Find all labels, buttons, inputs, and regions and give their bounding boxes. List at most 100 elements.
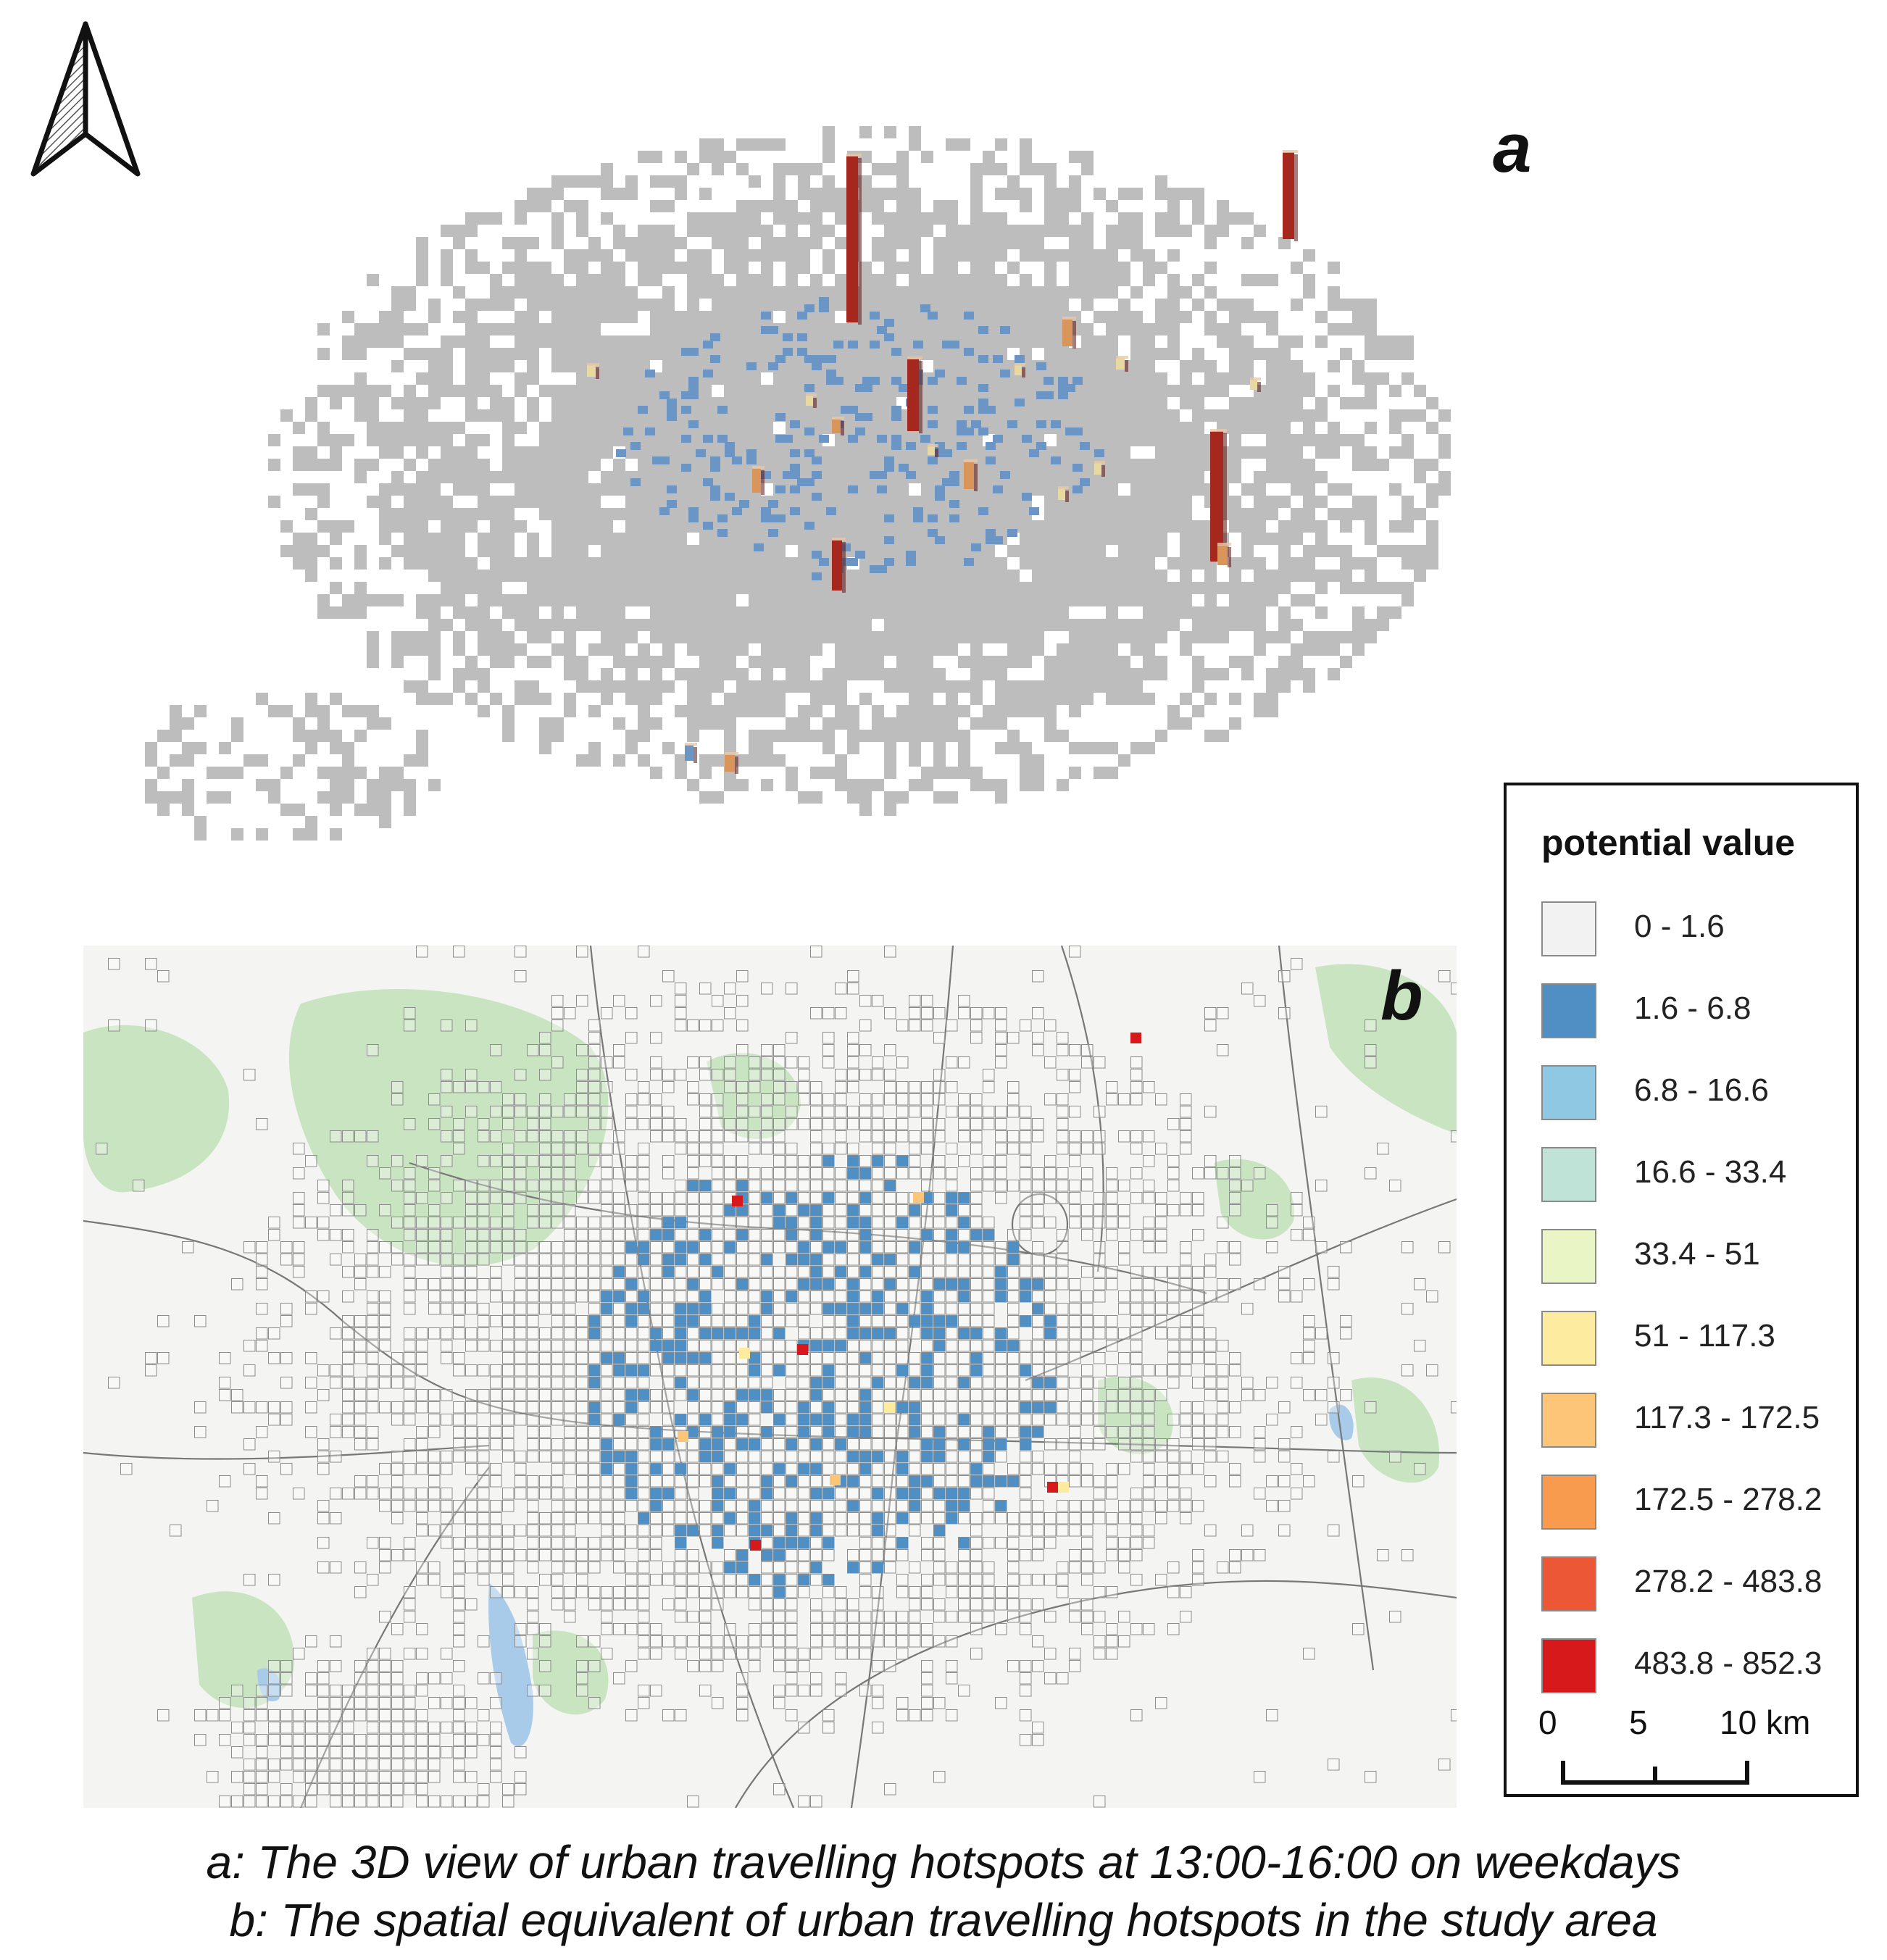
grid-cell: [970, 360, 983, 372]
map-grid-cell: [1155, 1217, 1167, 1229]
grid-cell: [1155, 385, 1167, 397]
grid-cell: [613, 594, 625, 606]
map-grid-cell: [465, 1266, 478, 1278]
grid-cell: [638, 225, 650, 237]
grid-cell: [896, 151, 909, 163]
grid-cell: [724, 286, 736, 299]
grid-cell: [1130, 643, 1143, 656]
grid-cell: [1414, 471, 1426, 483]
grid-cell: [1007, 225, 1020, 237]
grid-cell: [1106, 570, 1118, 582]
grid-cell: [675, 754, 687, 767]
grid-cell: [1241, 594, 1254, 606]
hotspot-cell: [877, 435, 887, 443]
map-grid-cell: [712, 1118, 724, 1130]
grid-cell: [884, 274, 896, 286]
grid-cell: [1204, 606, 1217, 619]
grid-cell: [416, 545, 428, 557]
map-grid-cell: [798, 1056, 810, 1069]
grid-cell: [502, 533, 515, 545]
grid-cell: [588, 533, 601, 545]
map-grid-cell: [576, 1044, 588, 1056]
grid-cell: [761, 422, 773, 434]
grid-cell: [527, 459, 539, 471]
grid-cell: [983, 163, 995, 175]
grid-cell: [859, 594, 872, 606]
grid-cell: [909, 237, 921, 249]
grid-cell: [1081, 409, 1094, 422]
grid-cell: [909, 520, 921, 533]
map-grid-cell: [896, 1106, 909, 1118]
grid-cell: [786, 533, 798, 545]
map-grid-cell: [970, 1167, 983, 1180]
hotspot-cell: [797, 348, 807, 356]
grid-cell: [515, 570, 527, 582]
grid-cell: [1020, 323, 1032, 335]
grid-cell: [1081, 225, 1094, 237]
grid-cell: [256, 693, 268, 705]
grid-cell: [588, 249, 601, 262]
map-grid-cell: [995, 1032, 1007, 1044]
map-grid-cell: [946, 1106, 958, 1118]
grid-cell: [1315, 520, 1328, 533]
map-grid-cell: [1081, 1229, 1094, 1241]
map-grid-cell: [1020, 1204, 1032, 1217]
grid-cell: [1106, 274, 1118, 286]
grid-cell: [773, 545, 786, 557]
grid-cell: [1118, 311, 1130, 323]
grid-cell: [1254, 631, 1266, 643]
map-grid-cell: [1057, 1340, 1069, 1352]
map-grid-cell: [1155, 1364, 1167, 1377]
grid-cell: [1328, 631, 1340, 643]
grid-cell: [1155, 323, 1167, 335]
hotspot-cell: [630, 442, 641, 450]
hotspot-cell: [949, 478, 959, 486]
grid-cell: [404, 631, 416, 643]
grid-cell: [453, 520, 465, 533]
grid-cell: [859, 508, 872, 520]
grid-cell: [453, 631, 465, 643]
map-grid-cell: [1130, 1377, 1143, 1389]
map-grid-cell: [773, 1266, 786, 1278]
map-grid-cell: [465, 1217, 478, 1229]
map-grid-cell: [970, 1019, 983, 1032]
grid-cell: [1180, 717, 1192, 730]
grid-cell: [736, 323, 749, 335]
grid-cell: [1007, 582, 1020, 594]
grid-cell: [884, 545, 896, 557]
map-grid-cell: [625, 1377, 638, 1389]
map-grid-cell: [1007, 1032, 1020, 1044]
grid-cell: [625, 557, 638, 570]
grid-cell: [515, 348, 527, 360]
grid-cell: [1020, 705, 1032, 717]
grid-cell: [1118, 397, 1130, 409]
grid-cell: [539, 483, 551, 496]
grid-cell: [293, 459, 305, 471]
map-grid-cell: [650, 1241, 662, 1254]
map-grid-cell: [601, 1340, 613, 1352]
grid-cell: [761, 619, 773, 631]
grid-cell: [1143, 631, 1155, 643]
grid-cell: [588, 705, 601, 717]
map-grid-cell: [773, 1315, 786, 1327]
map-grid-cell: [699, 1155, 712, 1167]
map-grid-cell: [872, 1130, 884, 1143]
grid-cell: [749, 656, 761, 668]
grid-cell: [1229, 409, 1241, 422]
grid-cell: [1204, 570, 1217, 582]
grid-cell: [1106, 348, 1118, 360]
map-grid-cell: [601, 1118, 613, 1130]
map-grid-cell: [872, 1056, 884, 1069]
grid-cell: [1254, 533, 1266, 545]
grid-cell: [687, 545, 699, 557]
map-grid-cell: [884, 1340, 896, 1352]
map-grid-cell: [1143, 1364, 1155, 1377]
grid-cell: [1143, 693, 1155, 705]
map-grid-cell: [650, 1315, 662, 1327]
grid-cell: [1118, 619, 1130, 631]
map-grid-cell: [1044, 1254, 1057, 1266]
grid-cell: [416, 557, 428, 570]
map-grid-cell: [416, 1254, 428, 1266]
map-grid-cell: [773, 1340, 786, 1352]
grid-cell: [354, 545, 367, 557]
